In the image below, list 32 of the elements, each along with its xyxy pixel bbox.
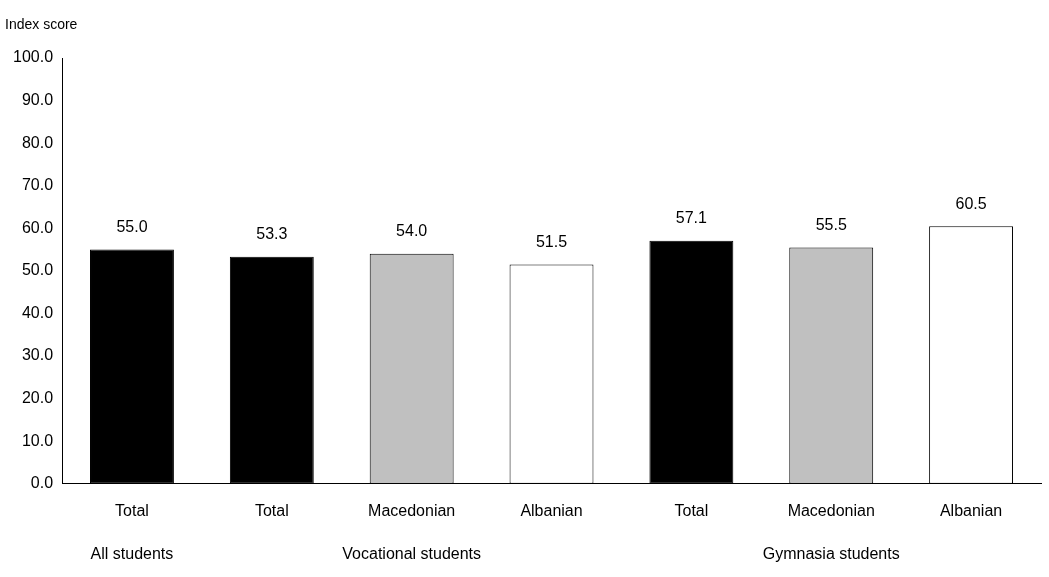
x-tick-label: Total <box>674 501 709 519</box>
text: All students <box>90 545 174 563</box>
y-tick-label: 100.0 <box>12 48 54 66</box>
y-tick-label: 80.0 <box>21 133 54 151</box>
y-tick-label: 10.0 <box>21 431 54 449</box>
y-tick-label: 40.0 <box>21 303 54 321</box>
y-tick-label: 50.0 <box>21 261 54 279</box>
x-tick-label: Macedonian <box>368 501 456 519</box>
data-label: 53.3 <box>256 225 288 243</box>
x-tick-label: Total <box>115 501 149 519</box>
data-label: 54.0 <box>396 222 428 240</box>
bar <box>90 249 174 484</box>
data-label: 55.0 <box>116 218 148 236</box>
data-label: 55.5 <box>815 215 847 233</box>
y-axis-title: Index score <box>5 15 78 32</box>
x-tick-label: Total <box>254 501 289 519</box>
y-tick-label: 70.0 <box>21 176 54 194</box>
text: Vocational students <box>342 545 482 563</box>
data-label: 60.5 <box>955 194 987 212</box>
data-label: 57.1 <box>675 209 708 227</box>
y-tick-label: 60.0 <box>21 218 54 236</box>
bar <box>649 240 734 484</box>
y-tick-label: 90.0 <box>21 90 54 108</box>
text: Gymnasia students <box>762 545 900 563</box>
x-tick-label: Albanian <box>939 501 1003 519</box>
bar <box>229 256 314 484</box>
x-tick-label: Albanian <box>520 501 583 519</box>
y-tick-label: 0.0 <box>30 474 54 492</box>
data-label: 51.5 <box>535 232 568 250</box>
x-tick-label: Macedonian <box>787 501 875 519</box>
y-tick-label: 20.0 <box>21 389 54 407</box>
y-tick-label: 30.0 <box>21 346 54 364</box>
